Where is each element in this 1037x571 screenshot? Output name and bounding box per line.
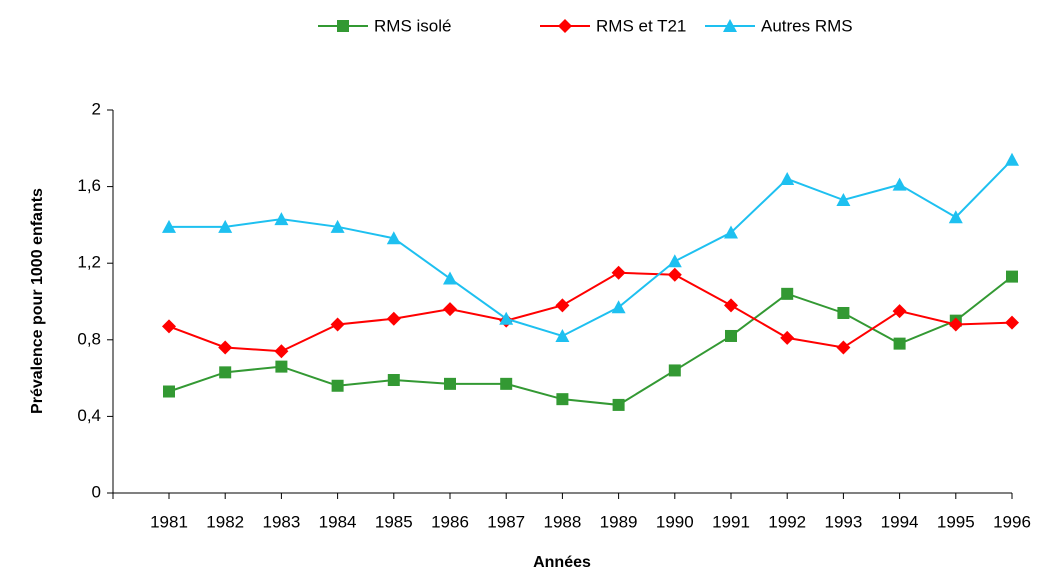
x-tick-label: 1990 xyxy=(656,512,694,531)
y-tick-label: 1,2 xyxy=(77,253,101,272)
marker xyxy=(892,177,907,191)
marker xyxy=(948,210,963,224)
marker xyxy=(725,329,737,342)
marker xyxy=(892,304,907,319)
marker xyxy=(218,340,233,355)
x-tick-label: 1984 xyxy=(319,512,357,531)
marker xyxy=(781,287,794,300)
marker xyxy=(780,171,795,185)
series-line xyxy=(168,271,1013,353)
x-tick-label: 1983 xyxy=(262,512,300,531)
marker xyxy=(780,330,795,345)
marker xyxy=(330,317,345,332)
marker xyxy=(555,298,570,313)
x-tick-label: 1996 xyxy=(993,512,1031,531)
x-axis-title: Années xyxy=(533,554,591,571)
x-tick-label: 1985 xyxy=(375,512,413,531)
y-tick-label: 1,6 xyxy=(77,176,101,195)
marker xyxy=(218,219,233,233)
marker xyxy=(162,219,176,233)
series-line xyxy=(168,275,1013,406)
marker xyxy=(386,311,401,326)
marker xyxy=(667,254,682,268)
marker xyxy=(500,377,513,390)
x-tick-label: 1994 xyxy=(881,512,919,531)
marker xyxy=(274,212,289,226)
marker xyxy=(668,364,681,377)
marker xyxy=(558,19,572,33)
legend-label: Autres RMS xyxy=(761,16,853,35)
x-tick-label: 1981 xyxy=(150,512,188,531)
marker xyxy=(387,374,400,387)
x-tick-label: 1991 xyxy=(712,512,750,531)
marker xyxy=(337,20,349,32)
legend-label: RMS et T21 xyxy=(596,16,686,35)
marker xyxy=(386,231,401,245)
marker xyxy=(1006,270,1018,283)
marker xyxy=(612,398,625,411)
x-tick-label: 1989 xyxy=(600,512,638,531)
x-tick-label: 1982 xyxy=(206,512,244,531)
x-tick-label: 1986 xyxy=(431,512,469,531)
marker xyxy=(444,377,456,390)
y-tick-label: 0 xyxy=(92,482,101,501)
marker xyxy=(274,344,289,359)
marker xyxy=(611,265,626,280)
marker xyxy=(556,393,569,406)
x-tick-label: 1987 xyxy=(487,512,525,531)
x-tick-label: 1993 xyxy=(824,512,862,531)
marker xyxy=(275,360,288,373)
marker xyxy=(163,385,175,398)
x-tick-label: 1995 xyxy=(937,512,975,531)
marker xyxy=(443,271,457,285)
marker xyxy=(724,225,738,239)
marker xyxy=(724,298,738,313)
marker xyxy=(1005,152,1019,166)
marker xyxy=(499,311,514,325)
series-line xyxy=(169,159,1013,338)
y-tick-label: 0,4 xyxy=(77,406,101,425)
marker xyxy=(723,19,737,32)
marker xyxy=(443,302,457,317)
marker xyxy=(893,337,906,350)
marker xyxy=(219,366,232,379)
marker xyxy=(836,193,851,207)
x-tick-label: 1992 xyxy=(768,512,806,531)
x-tick-label: 1988 xyxy=(543,512,581,531)
marker xyxy=(331,379,344,392)
marker xyxy=(162,319,176,334)
marker xyxy=(1005,315,1019,330)
marker xyxy=(330,219,345,233)
marker xyxy=(555,328,570,342)
legend-label: RMS isolé xyxy=(374,16,451,35)
marker xyxy=(611,300,626,314)
y-tick-label: 2 xyxy=(92,99,101,118)
y-tick-label: 0,8 xyxy=(77,329,101,348)
y-axis-title: Prévalence pour 1000 enfants xyxy=(29,188,46,414)
marker xyxy=(667,267,682,282)
marker xyxy=(837,306,850,319)
marker xyxy=(948,317,963,332)
marker xyxy=(836,340,851,355)
